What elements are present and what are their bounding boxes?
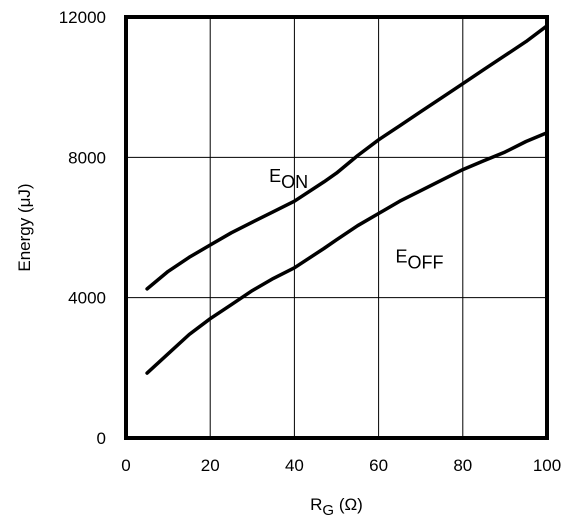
x-axis-label-sub: G — [322, 502, 334, 519]
series-lines — [145, 24, 549, 375]
series-label-e-off-sub: OFF — [407, 253, 443, 273]
x-tick-label-0: 0 — [121, 456, 130, 475]
x-tick-label-40: 40 — [285, 456, 304, 475]
x-axis-label-unit: (Ω) — [334, 495, 363, 514]
y-tick-label-0: 0 — [97, 429, 106, 448]
grid-lines — [126, 17, 547, 438]
series-line-e-off — [145, 131, 549, 375]
y-tick-label-12000: 12000 — [59, 8, 106, 27]
series-label-e-on-main: E — [269, 166, 281, 186]
y-axis-label: Energy (μJ) — [15, 183, 34, 271]
plot-frame — [124, 15, 549, 440]
y-tick-label-4000: 4000 — [68, 289, 106, 308]
series-line-e-on — [145, 24, 549, 291]
x-axis-label: RG (Ω) — [310, 495, 363, 519]
x-tick-label-20: 20 — [201, 456, 220, 475]
series-label-e-on: EON — [269, 166, 308, 192]
x-tick-label-60: 60 — [369, 456, 388, 475]
series-label-e-on-sub: ON — [281, 172, 308, 192]
x-tick-label-80: 80 — [453, 456, 472, 475]
x-axis-label-main: R — [310, 495, 322, 514]
tick-labels: 0 20 40 60 80 100 0 4000 8000 12000 — [59, 8, 561, 475]
series-label-e-off: EOFF — [395, 247, 443, 273]
y-tick-label-8000: 8000 — [68, 148, 106, 167]
x-tick-label-100: 100 — [533, 456, 561, 475]
series-label-e-off-main: E — [395, 247, 407, 267]
